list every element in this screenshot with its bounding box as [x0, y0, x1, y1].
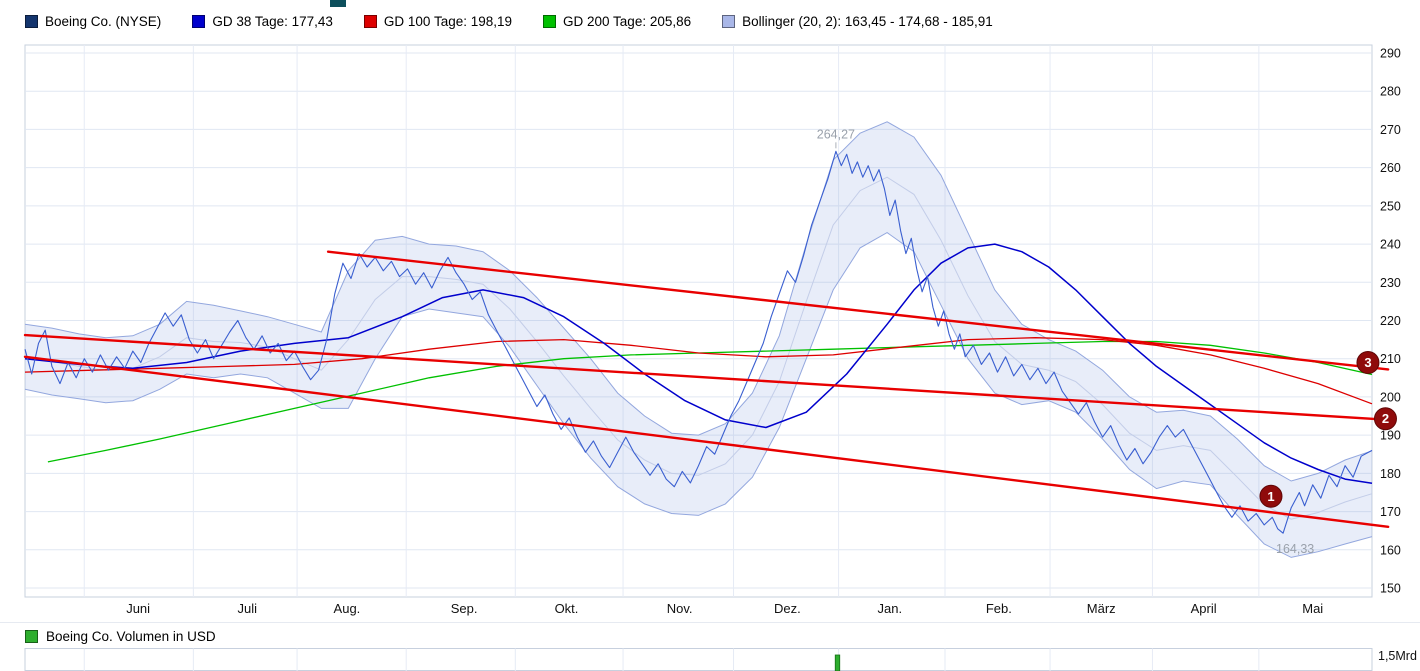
bollinger-upper-line: [24, 121, 1373, 482]
bollinger-lower-line: [24, 232, 1373, 558]
low-annotation: 164,33: [1276, 542, 1314, 556]
chart-marker-2[interactable]: 2: [1373, 407, 1397, 431]
volume-legend: Boeing Co. Volumen in USD: [25, 629, 216, 644]
marker-circle[interactable]: [1259, 484, 1283, 508]
marker-number: 3: [1364, 355, 1371, 370]
volume-chart-plot[interactable]: [0, 648, 1420, 671]
y-axis-label: 290: [1380, 47, 1401, 61]
legend-item-label: Boeing Co. (NYSE): [45, 14, 162, 29]
high-annotation: 264,27: [817, 127, 855, 141]
gd100-line: [24, 337, 1373, 405]
x-axis-label: Aug.: [334, 601, 361, 616]
x-axis-label: Sep.: [451, 601, 478, 616]
gd38-line: [24, 243, 1373, 484]
y-axis-label: 160: [1380, 543, 1401, 557]
marker-circle[interactable]: [1373, 407, 1397, 431]
x-axis-label: Juni: [126, 601, 150, 616]
gd100-color-swatch: [363, 15, 377, 28]
y-axis-label: 170: [1380, 505, 1401, 519]
trendline-2[interactable]: [23, 333, 1390, 422]
legend-item-label: GD 100 Tage: 198,19: [383, 14, 513, 29]
legend-item-gd200: GD 200 Tage: 205,86: [543, 14, 691, 29]
gd200-color-swatch: [543, 15, 557, 28]
legend-item-label: GD 200 Tage: 205,86: [563, 14, 692, 29]
y-axis-label: 150: [1380, 581, 1401, 595]
trendline-3[interactable]: [326, 250, 1390, 371]
volume-bar: [834, 654, 841, 671]
chart-legend: Boeing Co. (NYSE) GD 38 Tage: 177,43 GD …: [25, 14, 993, 29]
legend-item-label: Bollinger (20, 2): 163,45 - 174,68 - 185…: [742, 14, 993, 29]
volume-frame: [24, 648, 1373, 671]
marker-number: 1: [1267, 489, 1274, 504]
legend-item-instrument: Boeing Co. (NYSE): [25, 14, 161, 29]
x-axis-label: März: [1087, 601, 1116, 616]
bollinger-color-swatch: [722, 15, 736, 28]
legend-item-gd38: GD 38 Tage: 177,43: [192, 14, 333, 29]
gd200-line: [47, 340, 1373, 463]
panel-divider: [0, 622, 1420, 623]
chart-marker-3[interactable]: 3: [1356, 351, 1380, 375]
x-axis-label: Mai: [1302, 601, 1323, 616]
y-axis-label: 240: [1380, 238, 1401, 252]
y-axis-label: 230: [1380, 276, 1401, 290]
x-axis-label: Okt.: [555, 601, 579, 616]
y-axis-label: 210: [1380, 352, 1401, 366]
chart-marker-1[interactable]: 1: [1259, 484, 1283, 508]
y-axis-label: 280: [1380, 85, 1401, 99]
gd38-color-swatch: [192, 15, 206, 28]
y-axis-label: 180: [1380, 467, 1401, 481]
x-axis-label: Jan.: [877, 601, 902, 616]
trendline-1[interactable]: [23, 355, 1390, 529]
bollinger-mid-line: [24, 176, 1373, 520]
x-axis-label: Feb.: [986, 601, 1012, 616]
y-axis-label: 220: [1380, 314, 1401, 328]
legend-item-gd100: GD 100 Tage: 198,19: [363, 14, 513, 29]
price-chart-plot[interactable]: 290 280 270 260 250 240 230 220 210 200 190 180 170 1…: [0, 0, 1420, 620]
marker-number: 2: [1382, 411, 1389, 426]
y-axis-label: 260: [1380, 161, 1401, 175]
y-axis-label: 250: [1380, 199, 1401, 213]
y-axis-label: 190: [1380, 429, 1401, 443]
instrument-color-swatch: [25, 15, 38, 28]
x-axis-label: Dez.: [774, 601, 801, 616]
x-axis-label: Nov.: [667, 601, 693, 616]
x-axis-label: Juli: [237, 601, 257, 616]
volume-color-swatch: [25, 630, 38, 643]
price-line: [24, 150, 1373, 534]
legend-item-bollinger: Bollinger (20, 2): 163,45 - 174,68 - 185…: [722, 14, 993, 29]
y-axis-label: 270: [1380, 123, 1401, 137]
y-axis-label: 200: [1380, 390, 1401, 404]
volume-legend-label: Boeing Co. Volumen in USD: [46, 629, 216, 644]
bollinger-band-fill: [25, 121, 1372, 558]
top-edge-ui-fragment: [330, 0, 346, 7]
x-axis-label: April: [1191, 601, 1217, 616]
legend-item-label: GD 38 Tage: 177,43: [212, 14, 333, 29]
marker-circle[interactable]: [1356, 351, 1380, 375]
volume-axis-label: 1,5Mrd: [1378, 649, 1417, 663]
plot-frame: [24, 44, 1373, 598]
